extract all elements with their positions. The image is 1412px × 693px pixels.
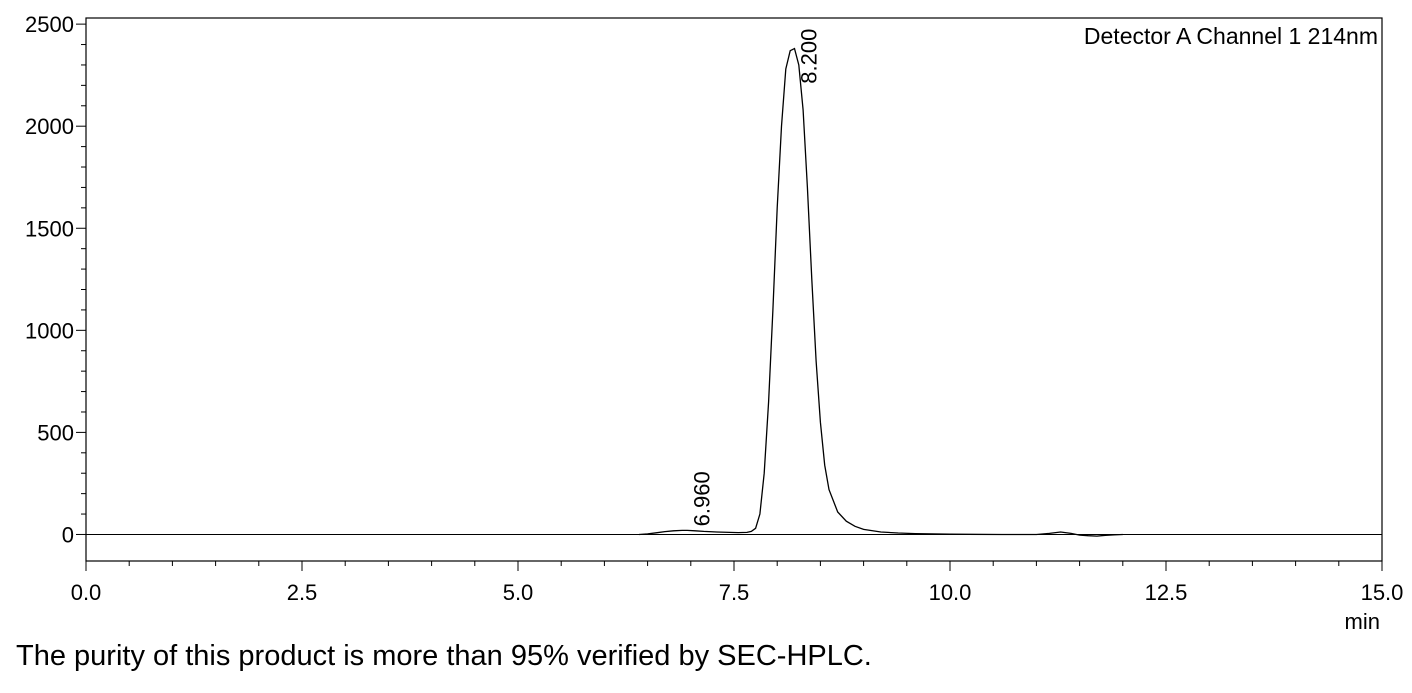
chart-svg: 0 500 1000 1500 2000 2500 0.0 2.5 5.0 7.5 10.0 12.… (25, 12, 1404, 634)
y-tick-label: 2500 (25, 12, 74, 37)
y-tick-label: 500 (37, 420, 74, 445)
x-axis: 0.0 2.5 5.0 7.5 10.0 12.5 15.0 (71, 561, 1404, 605)
x-tick-label: 12.5 (1145, 580, 1188, 605)
peak-label: 8.200 (796, 29, 821, 84)
chromatogram-chart: 0 500 1000 1500 2000 2500 0.0 2.5 5.0 7.5 10.0 12.… (25, 12, 1404, 634)
x-tick-label: 10.0 (929, 580, 972, 605)
x-tick-label: 7.5 (719, 580, 750, 605)
y-axis: 0 500 1000 1500 2000 2500 (25, 12, 86, 547)
y-tick-label: 0 (62, 522, 74, 547)
x-axis-unit: min (1345, 609, 1380, 634)
purity-caption: The purity of this product is more than … (16, 640, 872, 672)
x-tick-label: 5.0 (503, 580, 534, 605)
y-tick-label: 2000 (25, 114, 74, 139)
peak-label: 6.960 (689, 471, 714, 526)
x-tick-label: 15.0 (1361, 580, 1404, 605)
chromatogram-trace (638, 47, 1123, 537)
detector-label: Detector A Channel 1 214nm (1084, 23, 1378, 49)
peak-labels: 6.960 8.200 (689, 29, 821, 527)
y-tick-label: 1000 (25, 318, 74, 343)
plot-frame (85, 17, 1383, 562)
y-tick-label: 1500 (25, 216, 74, 241)
x-tick-label: 2.5 (287, 580, 318, 605)
x-tick-label: 0.0 (71, 580, 102, 605)
